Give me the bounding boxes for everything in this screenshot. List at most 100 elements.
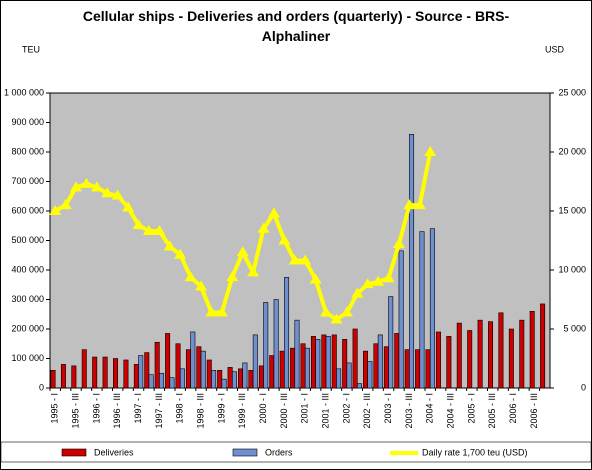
x-tick-label: 1997 - I xyxy=(133,393,143,424)
bar xyxy=(331,334,337,389)
x-tick-label: 2004 - I xyxy=(425,393,435,424)
line-marker xyxy=(205,306,218,317)
y-tick-label: 1 000 000 xyxy=(4,87,44,97)
line-marker xyxy=(278,234,291,245)
line-marker xyxy=(90,181,103,192)
x-tick-label: 1995 - III xyxy=(70,393,80,429)
bar xyxy=(248,369,254,389)
bar xyxy=(383,346,389,389)
bar xyxy=(321,334,327,389)
x-tick-label: 1998 - III xyxy=(195,393,205,429)
bar xyxy=(310,336,316,389)
y-tick-label: 0 xyxy=(39,382,44,392)
bar xyxy=(92,356,98,389)
x-tick-label: 2003 - III xyxy=(404,393,414,429)
bar xyxy=(435,331,441,389)
bar xyxy=(211,369,217,389)
bar xyxy=(190,331,196,389)
line-marker xyxy=(163,240,176,251)
bar xyxy=(133,364,139,389)
line-marker xyxy=(49,205,62,215)
line-marker xyxy=(111,189,124,200)
line-marker xyxy=(288,254,301,265)
line-marker xyxy=(351,287,364,298)
bar xyxy=(456,322,462,389)
bar xyxy=(415,349,421,389)
bar xyxy=(231,371,237,389)
bar xyxy=(388,296,394,389)
x-tick-label: 1998 - I xyxy=(175,393,185,424)
line-marker xyxy=(236,246,249,257)
line-marker xyxy=(132,219,145,230)
bar xyxy=(279,350,285,389)
bar xyxy=(159,372,165,389)
y-tick-label: 700 000 xyxy=(11,176,44,186)
bar xyxy=(123,359,129,389)
bar xyxy=(252,334,258,389)
x-tick-label: 2006 - I xyxy=(508,393,518,424)
y2-tick-label: 20 000 xyxy=(558,146,586,156)
legend-swatch xyxy=(232,448,258,457)
bar xyxy=(81,349,87,389)
line-marker xyxy=(299,254,312,265)
y2-tick-label: 15 000 xyxy=(558,205,586,215)
legend-box xyxy=(0,441,592,463)
bar xyxy=(404,349,410,389)
bar xyxy=(200,350,206,389)
bar xyxy=(498,312,504,389)
line-marker xyxy=(195,280,208,291)
x-tick-label: 2002 - III xyxy=(362,393,372,429)
line-marker xyxy=(267,207,280,218)
y2-tick-label: 10 000 xyxy=(558,264,586,274)
x-tick-label: 2001 - I xyxy=(300,393,310,424)
y-tick-label: 200 000 xyxy=(11,323,44,333)
line-marker xyxy=(382,272,395,283)
line-marker xyxy=(340,306,353,317)
line-marker xyxy=(122,201,135,212)
bar xyxy=(429,228,435,389)
bar xyxy=(290,347,296,389)
line-marker xyxy=(320,306,333,317)
bar xyxy=(179,368,185,389)
line-marker xyxy=(80,177,93,188)
line-marker xyxy=(59,199,72,210)
y-tick-label: 300 000 xyxy=(11,294,44,304)
bar xyxy=(138,355,144,389)
x-tick-label: 2004 - III xyxy=(445,393,455,429)
x-tick-label: 2001 - III xyxy=(320,393,330,429)
bar xyxy=(373,343,379,389)
bar xyxy=(144,352,150,389)
y2-tick-label: 25 000 xyxy=(558,87,586,97)
line-marker xyxy=(309,273,322,284)
bar xyxy=(102,356,108,389)
plot-area xyxy=(49,92,551,389)
line-marker xyxy=(424,146,437,156)
y-tick-label: 400 000 xyxy=(11,264,44,274)
line-marker xyxy=(215,306,228,317)
bar xyxy=(273,299,279,389)
bar xyxy=(60,364,66,389)
bar xyxy=(352,328,358,389)
legend-label: Deliveries xyxy=(94,447,134,457)
bar xyxy=(206,359,212,389)
line-marker xyxy=(101,187,114,198)
bar xyxy=(394,333,400,389)
chart-title: Cellular ships - Deliveries and orders (… xyxy=(82,8,510,44)
legend-label: Daily rate 1,700 teu (USD) xyxy=(422,447,528,457)
line-marker xyxy=(184,271,197,282)
x-tick-label: 2006 - III xyxy=(529,393,539,429)
x-tick-label: 1996 - III xyxy=(112,393,122,429)
bar xyxy=(284,277,290,389)
line-marker xyxy=(403,199,416,210)
legend-label: Orders xyxy=(265,447,293,457)
bar xyxy=(304,347,310,389)
x-tick-label: 2003 - I xyxy=(383,393,393,424)
bar xyxy=(242,362,248,389)
bar xyxy=(519,319,525,389)
bar xyxy=(294,319,300,389)
line-marker xyxy=(257,222,270,233)
bar xyxy=(148,374,154,389)
bar xyxy=(367,361,373,389)
